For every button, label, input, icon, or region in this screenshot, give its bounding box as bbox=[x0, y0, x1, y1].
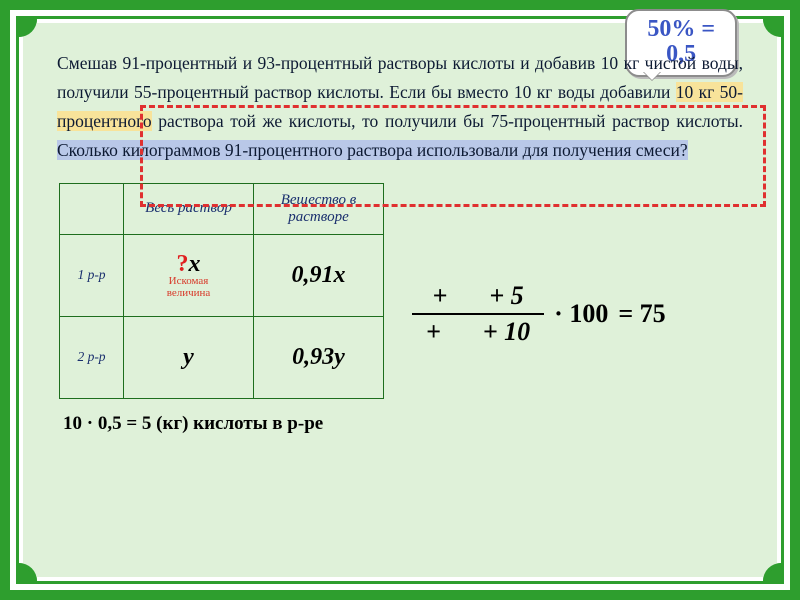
lower-row: Весь раствор Вещество в растворе 1 р-р ?… bbox=[57, 183, 743, 399]
outer-frame: 50% = 0,5 Смешав 91-процентный и 93-проц… bbox=[0, 0, 800, 600]
fraction-numerator: + + 5 bbox=[419, 281, 538, 313]
table-col2-header: Вещество в растворе bbox=[254, 183, 384, 234]
table-row2-label: 2 р-р bbox=[60, 316, 124, 398]
table-col1-header: Весь раствор bbox=[124, 183, 254, 234]
equation: + + 5 + + 10 · 100 = 75 bbox=[412, 183, 743, 399]
problem-question: Сколько килограммов 91-процентного раств… bbox=[57, 140, 688, 160]
fraction: + + 5 + + 10 bbox=[412, 281, 544, 347]
footnote-calc: 10 · 0,5 = 5 (кг) кислоты в р-ре bbox=[63, 413, 743, 435]
fraction-denominator: + + 10 bbox=[412, 313, 544, 347]
table-r2c2: 0,93у bbox=[254, 316, 384, 398]
problem-sent2a: Если бы вместо 10 кг воды добавили bbox=[389, 82, 675, 102]
table-row: 1 р-р ?х Искомая величина 0,91х bbox=[60, 234, 384, 316]
table-r2c1: у bbox=[124, 316, 254, 398]
mid-frame: 50% = 0,5 Смешав 91-процентный и 93-проц… bbox=[16, 16, 784, 584]
solution-table: Весь раствор Вещество в растворе 1 р-р ?… bbox=[59, 183, 384, 399]
equation-times: · 100 bbox=[554, 299, 608, 329]
table-r1c2: 0,91х bbox=[254, 234, 384, 316]
table-row: 2 р-р у 0,93у bbox=[60, 316, 384, 398]
equation-equals: = 75 bbox=[618, 299, 665, 329]
table-corner-empty bbox=[60, 183, 124, 234]
callout-line1: 50% = bbox=[647, 17, 715, 42]
table-r1c1: ?х Искомая величина bbox=[124, 234, 254, 316]
slide-bg: 50% = 0,5 Смешав 91-процентный и 93-проц… bbox=[23, 23, 777, 577]
problem-sent2c: раствора той же кислоты, то получили бы … bbox=[152, 111, 743, 131]
problem-text: Смешав 91-процентный и 93-процентный рас… bbox=[57, 49, 743, 165]
table-row1-label: 1 р-р bbox=[60, 234, 124, 316]
sought-value-label: Искомая величина bbox=[150, 276, 227, 299]
